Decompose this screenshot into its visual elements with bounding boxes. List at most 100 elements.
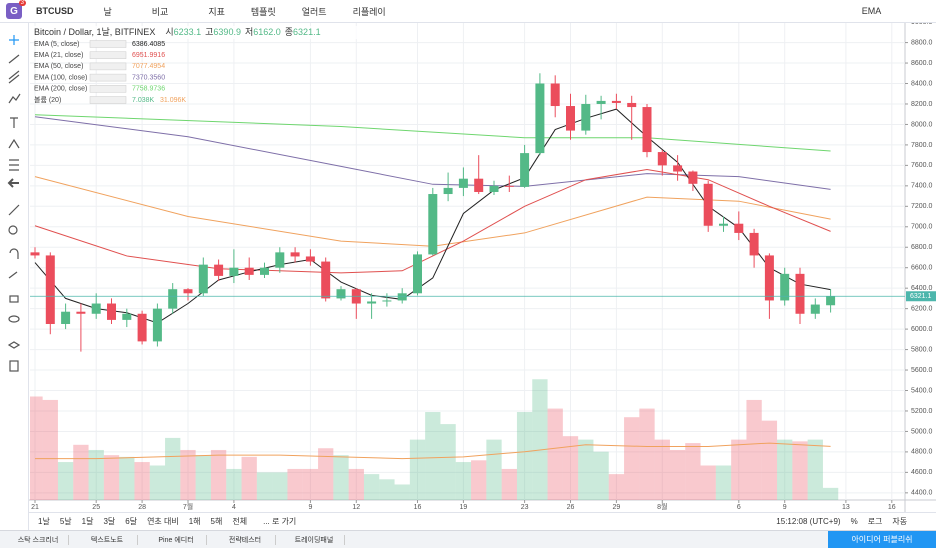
- candle-body: [260, 267, 269, 275]
- last-price-label: 6321.1: [910, 293, 932, 300]
- candle-body: [61, 311, 71, 324]
- period-button[interactable]: 1날: [38, 517, 50, 526]
- period-button[interactable]: 5날: [59, 517, 72, 526]
- candle-body: [719, 223, 728, 226]
- toolbar-button[interactable]: 얼러트: [301, 6, 327, 17]
- volume-bar: [731, 439, 747, 500]
- volume-bar: [715, 465, 732, 500]
- y-tick-label: 8400.0: [911, 80, 933, 87]
- volume-bar: [272, 472, 288, 500]
- bottom-tab[interactable]: Pine 에디터: [146, 534, 207, 545]
- logo-text: G: [10, 5, 18, 17]
- candle-body: [703, 183, 713, 226]
- period-button[interactable]: 전체: [232, 517, 248, 526]
- candle-body: [520, 153, 530, 187]
- candle-body: [275, 252, 285, 268]
- period-button[interactable]: 1해: [188, 517, 201, 526]
- period-button[interactable]: 1달: [81, 517, 94, 526]
- period-button[interactable]: 6달: [125, 517, 138, 526]
- scale-option[interactable]: 자동: [892, 517, 908, 526]
- legend-value: 6951.9916: [132, 52, 165, 59]
- toolbar-button[interactable]: 리플레이: [352, 6, 386, 17]
- volume-bar: [578, 439, 594, 500]
- candle-body: [382, 300, 392, 302]
- x-tick-label: 7월: [183, 502, 193, 511]
- publish-button[interactable]: 아이디어 퍼블리쉬: [828, 531, 936, 548]
- legend-value: 6386.4085: [132, 41, 165, 48]
- volume-bar: [593, 451, 609, 500]
- candle-body: [152, 308, 162, 342]
- volume-bar: [700, 465, 716, 500]
- interval[interactable]: 날: [103, 6, 112, 17]
- ema-line: [34, 116, 831, 190]
- legend-buttons: [89, 40, 127, 48]
- chart: 4400.0 4600.0 4800.0 5000.0 5200.0 5400.0 5600…: [28, 19, 936, 512]
- y-tick-label: 4400.0: [911, 490, 933, 497]
- volume-ma-line: [35, 442, 831, 460]
- volume-bar: [103, 455, 120, 500]
- left-toolbar: [0, 23, 29, 530]
- x-tick-label: 23: [521, 504, 529, 511]
- candle-body: [780, 273, 790, 301]
- legend-name: EMA (200, close): [34, 86, 87, 93]
- y-tick-label: 6400.0: [911, 285, 933, 292]
- y-tick-label: 7000.0: [911, 224, 933, 231]
- candle-body: [397, 293, 407, 301]
- candle-body: [611, 100, 621, 103]
- volume-bar: [532, 379, 548, 500]
- candle-body: [244, 267, 254, 275]
- y-tick-label: 5000.0: [911, 428, 933, 435]
- x-tick-label: 25: [92, 504, 100, 511]
- bottom-tab[interactable]: 텍스트노트: [77, 534, 138, 545]
- period-button[interactable]: 연초 대비: [147, 517, 179, 526]
- candle-body: [168, 289, 178, 309]
- volume-bar: [73, 444, 89, 500]
- period-button[interactable]: 3달: [103, 517, 116, 526]
- volume-bar: [777, 439, 793, 500]
- candle-body: [826, 296, 836, 306]
- candle-body: [321, 261, 331, 299]
- goto-date[interactable]: ... 로 가기: [263, 517, 297, 526]
- x-tick-label: 21: [31, 504, 39, 511]
- volume-bar: [180, 449, 196, 500]
- volume-bar: [516, 412, 533, 500]
- toolbar-button[interactable]: 비교: [151, 6, 169, 17]
- volume-bar: [501, 468, 517, 500]
- y-tick-label: 6000.0: [911, 326, 933, 333]
- candle-body: [504, 185, 514, 187]
- candle-body: [535, 83, 545, 154]
- volume-bar: [746, 399, 762, 500]
- ohlc-label: 고: [205, 27, 213, 37]
- scale-option[interactable]: %: [850, 517, 858, 526]
- x-tick-label: 12: [352, 504, 360, 511]
- candle-body: [336, 289, 346, 299]
- legend-buttons: [89, 73, 127, 82]
- toolbar-button[interactable]: 템플릿: [250, 6, 276, 17]
- toolbar-button[interactable]: 지표: [208, 6, 225, 17]
- period-button[interactable]: 5해: [210, 517, 223, 526]
- legend-buttons: [89, 62, 127, 71]
- ohlc-value: 6233.1: [174, 27, 202, 37]
- candle-body: [107, 303, 116, 320]
- bottom-tab[interactable]: 전략테스터: [215, 534, 276, 545]
- legend-name: EMA (5, close): [34, 41, 80, 48]
- volume-bar: [807, 439, 823, 500]
- volume-bar: [119, 456, 135, 500]
- candle-body: [657, 152, 667, 166]
- volume-bar: [333, 455, 349, 500]
- scale-option[interactable]: 로그: [867, 517, 883, 526]
- symbol[interactable]: BTCUSD: [36, 6, 74, 16]
- bottom-tab[interactable]: 트레이딩패널: [284, 534, 345, 545]
- clock: 15:12:08 (UTC+9): [776, 517, 841, 526]
- volume-bar: [57, 462, 74, 500]
- chart-header: Bitcoin / Dollar, 1날, BITFINEX 시6233.1 고63…: [34, 27, 321, 37]
- bottom-tab[interactable]: 스탁 스크리너: [8, 534, 69, 545]
- y-tick-label: 8200.0: [911, 101, 933, 108]
- volume-bar: [363, 474, 380, 500]
- indicator-select[interactable]: EMA: [861, 6, 882, 16]
- legend-name: EMA (100, close): [34, 74, 87, 81]
- candle-body: [458, 178, 468, 188]
- legend-buttons: [89, 85, 127, 93]
- legend-buttons: [89, 96, 127, 104]
